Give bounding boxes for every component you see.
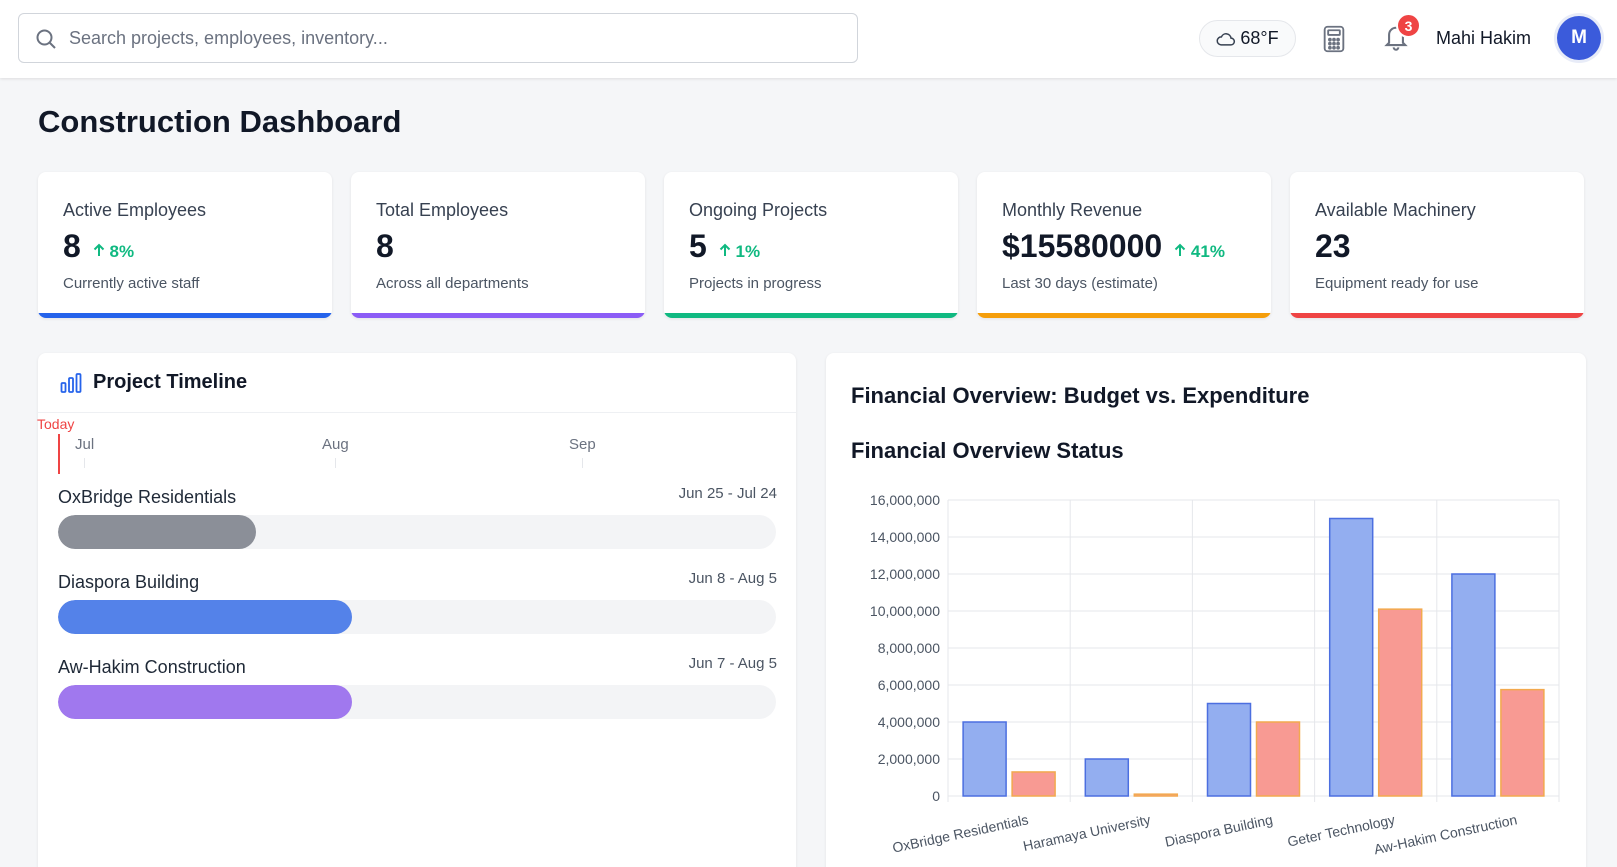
stat-subtitle: Across all departments xyxy=(376,275,529,292)
y-tick-label: 0 xyxy=(932,788,940,804)
stat-label: Monthly Revenue xyxy=(1002,200,1143,220)
stat-card-available-machinery: Available Machinery 23 Equipment ready f… xyxy=(1290,172,1584,318)
stat-subtitle: Projects in progress xyxy=(689,275,822,292)
stat-value: $15580000 xyxy=(1002,228,1163,264)
stat-subtitle: Last 30 days (estimate) xyxy=(1002,275,1158,292)
search-input[interactable] xyxy=(69,14,839,62)
stat-label: Available Machinery xyxy=(1315,200,1476,220)
y-tick-label: 2,000,000 xyxy=(878,751,940,767)
today-label: Today xyxy=(37,416,75,432)
month-tick xyxy=(84,458,85,468)
chart-bar xyxy=(1377,608,1423,797)
stat-value: 8 xyxy=(376,228,394,264)
stat-subtitle: Equipment ready for use xyxy=(1315,275,1479,292)
stat-change-value: 8% xyxy=(109,242,135,261)
x-tick-label: Diaspora Building xyxy=(1163,811,1274,849)
project-progress-fill xyxy=(58,685,353,719)
stat-label: Total Employees xyxy=(376,200,509,220)
today-marker xyxy=(58,434,60,474)
project-name: Aw-Hakim Construction xyxy=(58,657,246,677)
stat-change: 8% xyxy=(93,242,134,262)
stat-card-monthly-revenue: Monthly Revenue $15580000 41% Last 30 da… xyxy=(977,172,1271,318)
cloud-icon xyxy=(1216,32,1236,46)
project-name: OxBridge Residentials xyxy=(58,487,237,507)
chart-bar xyxy=(1084,758,1130,797)
chart-bar xyxy=(1206,702,1252,797)
project-progress-track[interactable] xyxy=(58,685,776,719)
search-box[interactable] xyxy=(18,13,858,63)
arrow-up-icon xyxy=(93,243,105,256)
notification-badge: 3 xyxy=(1396,13,1421,38)
stat-value: 5 xyxy=(689,228,707,264)
stat-change: 41% xyxy=(1174,242,1225,262)
search-icon xyxy=(36,29,56,49)
user-name[interactable]: Mahi Hakim xyxy=(1436,28,1532,48)
stat-value: 8 xyxy=(63,228,81,264)
stat-accent-bar xyxy=(1290,313,1584,318)
stat-change-value: 41% xyxy=(1190,242,1225,261)
chart-title: Financial Overview Status xyxy=(851,438,1124,463)
timeline-month: Jul xyxy=(75,436,95,453)
calculator-icon[interactable] xyxy=(1322,25,1346,53)
stat-value: 23 xyxy=(1315,228,1351,264)
budget-expenditure-chart: 16,000,000 14,000,000 12,000,000 10,000,000… xyxy=(870,492,1560,857)
page-title: Construction Dashboard xyxy=(38,104,402,139)
project-name: Diaspora Building xyxy=(58,572,200,592)
financial-title: Financial Overview: Budget vs. Expenditu… xyxy=(851,383,1310,408)
project-progress-track[interactable] xyxy=(58,515,776,549)
arrow-up-icon xyxy=(1174,243,1186,256)
stat-accent-bar xyxy=(351,313,645,318)
project-dates: Jun 7 - Aug 5 xyxy=(688,655,777,672)
y-tick-label: 4,000,000 xyxy=(878,714,940,730)
project-progress-track[interactable] xyxy=(58,600,776,634)
y-tick-label: 14,000,000 xyxy=(870,529,940,545)
chart-bar xyxy=(1011,771,1056,797)
stat-card-total-employees: Total Employees 8 Across all departments xyxy=(351,172,645,318)
y-tick-label: 8,000,000 xyxy=(878,640,940,656)
top-bar: 68°F 3 Mahi Hakim M xyxy=(0,0,1617,78)
bar-chart-icon xyxy=(60,373,82,393)
arrow-up-icon xyxy=(719,243,731,256)
project-progress-fill xyxy=(58,515,257,549)
stat-label: Ongoing Projects xyxy=(689,200,828,220)
month-tick xyxy=(582,458,583,468)
chart-bar xyxy=(1500,688,1545,797)
weather-widget[interactable]: 68°F xyxy=(1199,20,1296,57)
project-dates: Jun 8 - Aug 5 xyxy=(688,570,777,587)
y-tick-label: 12,000,000 xyxy=(870,566,940,582)
chart-bar xyxy=(1133,793,1179,797)
timeline-month: Aug xyxy=(322,436,349,453)
project-dates: Jun 25 - Jul 24 xyxy=(678,485,777,502)
stat-change: 1% xyxy=(719,242,760,262)
y-tick-label: 6,000,000 xyxy=(878,677,940,693)
stat-card-ongoing-projects: Ongoing Projects 5 1% Projects in progre… xyxy=(664,172,958,318)
stat-change-value: 1% xyxy=(735,242,761,261)
chart-bar xyxy=(962,721,1007,797)
chart-bar xyxy=(1328,517,1374,797)
month-tick xyxy=(335,458,336,468)
timeline-title: Project Timeline xyxy=(93,371,248,393)
y-tick-label: 10,000,000 xyxy=(870,603,940,619)
timeline-header: Project Timeline xyxy=(38,353,796,413)
stat-accent-bar xyxy=(664,313,958,318)
project-progress-fill xyxy=(58,600,353,634)
stat-accent-bar xyxy=(977,313,1271,318)
x-tick-label: OxBridge Residentials xyxy=(891,811,1030,855)
y-tick-label: 16,000,000 xyxy=(870,492,940,508)
avatar[interactable]: M xyxy=(1557,16,1601,60)
stat-subtitle: Currently active staff xyxy=(63,275,200,292)
stat-label: Active Employees xyxy=(63,200,207,220)
weather-temperature: 68°F xyxy=(1240,28,1279,48)
timeline-month: Sep xyxy=(569,436,596,453)
stat-card-active-employees: Active Employees 8 8% Currently active s… xyxy=(38,172,332,318)
x-tick-label: Haramaya University xyxy=(1021,811,1151,854)
stat-accent-bar xyxy=(38,313,332,318)
chart-bar xyxy=(1255,721,1301,797)
chart-bar xyxy=(1451,573,1496,797)
